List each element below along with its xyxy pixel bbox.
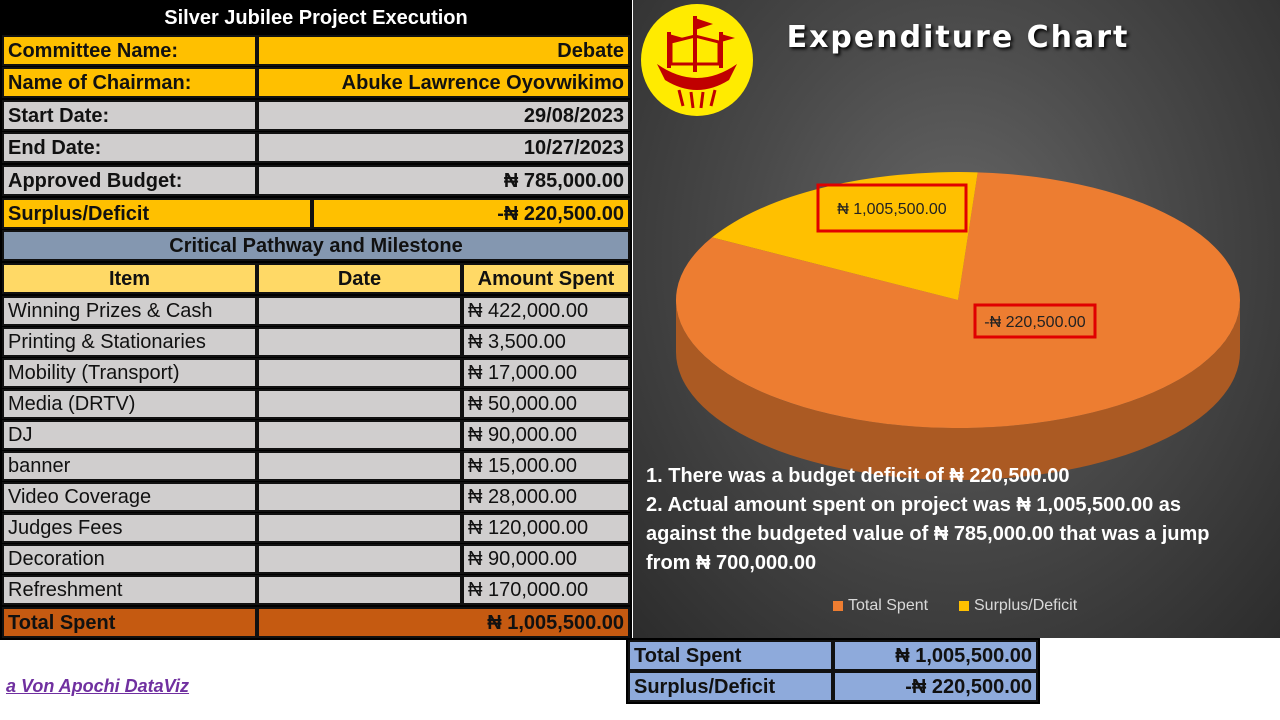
row-item: banner [2, 451, 257, 481]
approved-budget-label: Approved Budget: [2, 165, 257, 196]
row-amount: ₦ 90,000.00 [462, 544, 630, 574]
row-item: Decoration [2, 544, 257, 574]
pie-chart: ₦ 1,005,500.00 -₦ 220,500.00 [676, 172, 1241, 480]
row-date [257, 296, 462, 326]
legend-swatch-surplus [959, 601, 969, 611]
note-line-2: 2. Actual amount spent on project was ₦ … [646, 494, 1182, 516]
summary-total-label: Total Spent [628, 640, 833, 671]
note-line-1: 1. There was a budget deficit of ₦ 220,5… [646, 465, 1070, 487]
data-label-box [973, 303, 1097, 339]
end-date-value: 10/27/2023 [257, 132, 630, 163]
row-item: DJ [2, 420, 257, 450]
row-amount: ₦ 28,000.00 [462, 482, 630, 512]
row-date [257, 513, 462, 543]
col-header-amount: Amount Spent [462, 263, 630, 294]
row-item: Judges Fees [2, 513, 257, 543]
row-item: Refreshment [2, 575, 257, 605]
row-item: Printing & Stationaries [2, 327, 257, 357]
pie-slice [711, 172, 978, 300]
row-date [257, 544, 462, 574]
project-title: Silver Jubilee Project Execution [2, 2, 630, 33]
row-amount: ₦ 90,000.00 [462, 420, 630, 450]
note-line-4: from ₦ 700,000.00 [646, 552, 817, 574]
pie-slice-side [676, 300, 1240, 480]
committee-logo-icon [641, 4, 753, 116]
row-item: Media (DRTV) [2, 389, 257, 419]
row-date [257, 327, 462, 357]
milestone-section-title: Critical Pathway and Milestone [2, 230, 630, 261]
end-date-label: End Date: [2, 132, 257, 163]
row-amount: ₦ 170,000.00 [462, 575, 630, 605]
row-date [257, 451, 462, 481]
expenditure-chart-panel: ₦ 1,005,500.00 -₦ 220,500.00 Expenditure … [633, 0, 1280, 638]
pie-slice [676, 172, 1241, 428]
legend-swatch-total [833, 601, 843, 611]
surplus-deficit-value: -₦ 220,500.00 [312, 198, 630, 229]
row-amount: ₦ 3,500.00 [462, 327, 630, 357]
row-item: Winning Prizes & Cash [2, 296, 257, 326]
start-date-label: Start Date: [2, 100, 257, 131]
legend-surplus-deficit: Surplus/Deficit [959, 597, 1077, 615]
chairman-label: Name of Chairman: [2, 67, 257, 98]
col-header-date: Date [257, 263, 462, 294]
summary-total-value: ₦ 1,005,500.00 [833, 640, 1038, 671]
credit-link[interactable]: a Von Apochi DataViz [6, 676, 190, 696]
row-date [257, 482, 462, 512]
row-item: Mobility (Transport) [2, 358, 257, 388]
legend-label-total: Total Spent [848, 597, 929, 614]
row-date [257, 389, 462, 419]
row-amount: ₦ 50,000.00 [462, 389, 630, 419]
row-date [257, 420, 462, 450]
row-amount: ₦ 17,000.00 [462, 358, 630, 388]
row-amount: ₦ 422,000.00 [462, 296, 630, 326]
start-date-value: 29/08/2023 [257, 100, 630, 131]
chairman-value: Abuke Lawrence Oyovwikimo [257, 67, 630, 98]
data-label-box [816, 183, 968, 233]
approved-budget-value: ₦ 785,000.00 [257, 165, 630, 196]
committee-label: Committee Name: [2, 35, 257, 66]
summary-surplus-value: -₦ 220,500.00 [833, 671, 1038, 702]
committee-value: Debate [257, 35, 630, 66]
col-header-item: Item [2, 263, 257, 294]
row-amount: ₦ 120,000.00 [462, 513, 630, 543]
row-amount: ₦ 15,000.00 [462, 451, 630, 481]
note-line-3: against the budgeted value of ₦ 785,000.… [646, 523, 1210, 545]
summary-surplus-label: Surplus/Deficit [628, 671, 833, 702]
total-spent-value: ₦ 1,005,500.00 [257, 607, 630, 638]
data-label: -₦ 220,500.00 [984, 314, 1086, 331]
row-item: Video Coverage [2, 482, 257, 512]
data-label: ₦ 1,005,500.00 [837, 201, 947, 218]
legend-label-surplus: Surplus/Deficit [974, 597, 1078, 614]
legend-total-spent: Total Spent [833, 597, 928, 615]
row-date [257, 575, 462, 605]
row-date [257, 358, 462, 388]
surplus-deficit-label: Surplus/Deficit [2, 198, 312, 229]
total-spent-label: Total Spent [2, 607, 257, 638]
chart-title: Expenditure Chart [786, 20, 1130, 55]
